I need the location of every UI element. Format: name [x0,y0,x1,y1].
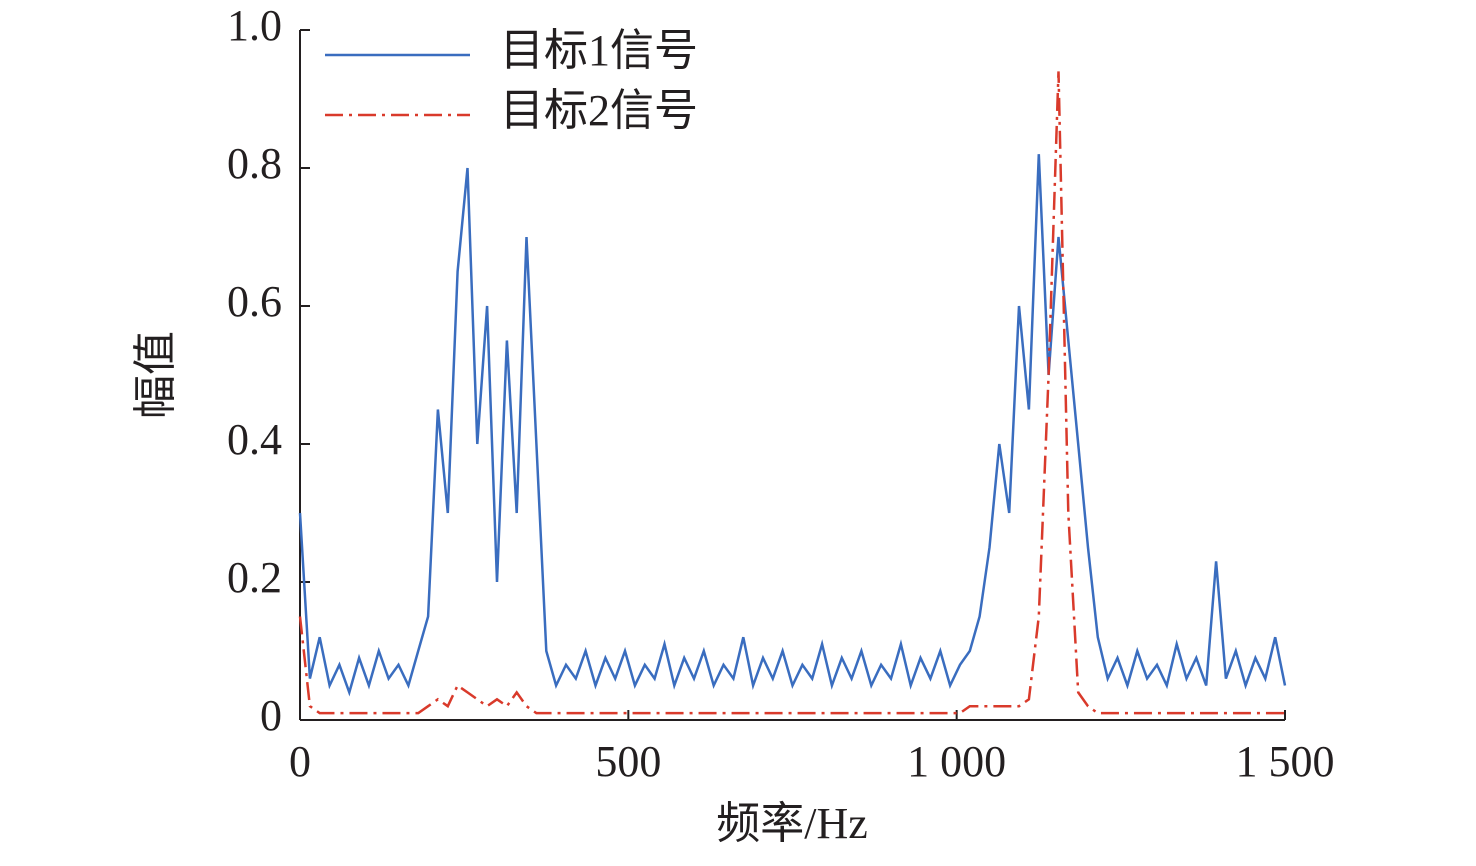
legend-label: 目标1信号 [500,26,698,75]
x-tick-label: 1 000 [907,737,1006,786]
x-tick-label: 1 500 [1236,737,1335,786]
series-line [298,154,1287,697]
y-tick-label: 0.8 [227,139,282,188]
y-axis-label: 幅值 [131,331,180,419]
y-tick-label: 1.0 [227,1,282,50]
y-tick-label: 0.4 [227,415,282,464]
y-tick-label: 0.2 [227,553,282,602]
series-line [298,71,1285,715]
x-axis-label: 频率/Hz [716,799,868,848]
x-tick-label: 500 [595,737,661,786]
y-tick-label: 0 [260,691,282,740]
legend-label: 目标2信号 [500,86,698,135]
y-tick-label: 0.6 [227,277,282,326]
x-tick-label: 0 [289,737,311,786]
